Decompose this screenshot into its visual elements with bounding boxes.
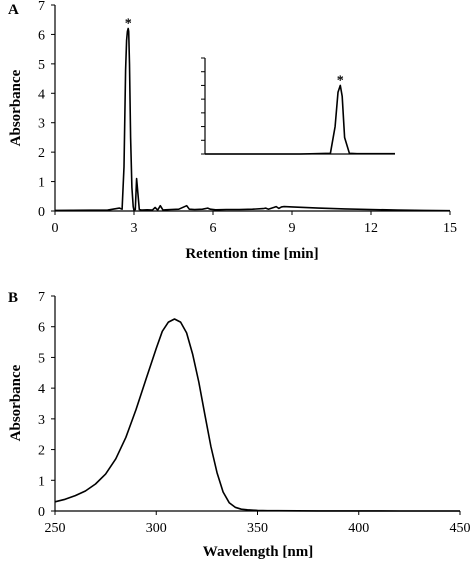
panel-b-y-tick-label: 2 bbox=[38, 444, 45, 459]
panel-a-y-tick-label: 1 bbox=[38, 176, 45, 191]
panel-a-x-tick-label: 15 bbox=[443, 221, 457, 236]
panel-a-x-tick-label: 9 bbox=[289, 221, 296, 236]
panel-b-y-tick-label: 5 bbox=[38, 351, 45, 366]
panel-a-y-tick-label: 7 bbox=[38, 0, 45, 14]
panel-b-y-axis: 0 1 2 3 4 5 6 7 bbox=[38, 290, 55, 520]
panel-b-y-tick-label: 3 bbox=[38, 413, 45, 428]
panel-a-x-tick-label: 12 bbox=[364, 221, 378, 236]
panel-a-y-tick-label: 4 bbox=[38, 87, 45, 102]
panel-a-y-tick-label: 5 bbox=[38, 58, 45, 73]
panel-a-x-tick-label: 0 bbox=[52, 221, 59, 236]
panel-a-letter: A bbox=[8, 2, 19, 18]
panel-a-chromatogram-line bbox=[54, 27, 451, 212]
panel-a-y-tick-label: 6 bbox=[38, 28, 45, 43]
panel-b-y-tick-label: 7 bbox=[38, 290, 45, 305]
panel-a-peak-asterisk: * bbox=[125, 17, 132, 32]
panel-b-spectrum-line bbox=[54, 318, 460, 512]
panel-a-x-tick-label: 3 bbox=[131, 221, 138, 236]
panel-b-y-tick-label: 1 bbox=[38, 474, 45, 489]
panel-a-inset-line bbox=[205, 84, 395, 155]
panel-b-x-tick-label: 300 bbox=[146, 521, 167, 536]
panel-b-letter: B bbox=[8, 290, 18, 306]
panel-a-y-tick-label: 0 bbox=[38, 205, 45, 220]
panel-b-x-tick-label: 250 bbox=[45, 521, 66, 536]
panel-a-y-tick-label: 3 bbox=[38, 117, 45, 132]
panel-b-x-tick-label: 350 bbox=[247, 521, 268, 536]
panel-b-x-axis: 250 300 350 400 450 bbox=[45, 511, 471, 536]
panel-a-y-axis-title: Absorbance bbox=[8, 69, 24, 146]
panel-b-y-axis-title: Absorbance bbox=[8, 364, 24, 441]
panel-b-x-tick-label: 450 bbox=[450, 521, 471, 536]
panel-b-y-tick-label: 0 bbox=[38, 505, 45, 520]
panel-a-x-tick-label: 6 bbox=[210, 221, 217, 236]
panel-b-x-axis-title: Wavelength [nm] bbox=[203, 544, 313, 560]
panel-a-inset-chart: * bbox=[201, 57, 395, 155]
panel-a-inset-peak-asterisk: * bbox=[337, 73, 344, 88]
panel-a-y-tick-label: 2 bbox=[38, 146, 45, 161]
panel-a-x-axis-title: Retention time [min] bbox=[185, 246, 318, 262]
panel-b-x-tick-label: 400 bbox=[348, 521, 369, 536]
panel-a-x-axis: 0 3 6 9 12 15 bbox=[52, 211, 457, 236]
panel-a-y-axis: 0 1 2 3 4 5 6 7 bbox=[38, 0, 55, 220]
panel-b-chart: B 0 1 2 3 4 5 6 7 250 300 350 400 450 Wavelength [n… bbox=[8, 290, 471, 560]
panel-b-y-tick-label: 4 bbox=[38, 382, 45, 397]
panel-b-y-tick-label: 6 bbox=[38, 321, 45, 336]
